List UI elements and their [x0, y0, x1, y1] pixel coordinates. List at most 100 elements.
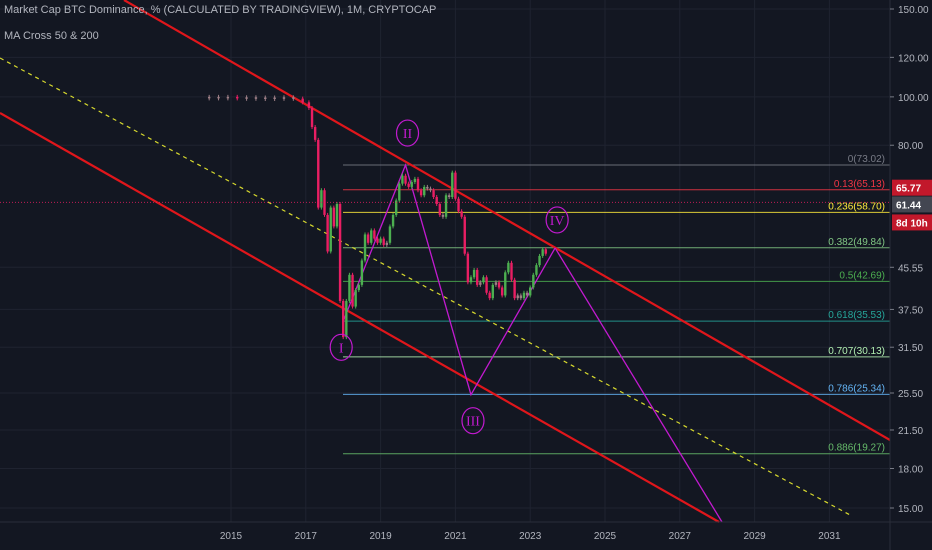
wave-label-text: I — [339, 341, 344, 356]
candle-body — [273, 97, 276, 100]
year-label: 2027 — [669, 531, 692, 542]
candle-body — [513, 279, 516, 299]
dashed-trend-line[interactable] — [0, 57, 853, 517]
candle-body — [394, 200, 398, 215]
indicator-label[interactable]: MA Cross 50 & 200 — [4, 30, 99, 42]
candle-body — [254, 97, 258, 99]
candle-body — [507, 262, 510, 273]
year-label: 2017 — [295, 531, 318, 542]
price-tick-label: 18.00 — [898, 464, 923, 475]
candle-body — [525, 292, 529, 296]
candle-body — [441, 214, 445, 217]
wave-v-projection[interactable] — [554, 247, 723, 523]
price-axis-background — [890, 0, 932, 550]
candle-body — [469, 277, 473, 283]
candle-body — [401, 175, 404, 184]
candle-body — [217, 96, 220, 99]
year-label: 2025 — [594, 531, 617, 542]
fib-level-label: 0.5(42.69) — [839, 270, 885, 281]
candle-body — [413, 178, 417, 183]
candle-body — [388, 226, 392, 243]
crosshair-price-badge-bg — [892, 196, 932, 213]
candle-body — [476, 269, 479, 285]
candle-body — [426, 186, 429, 189]
candle-body — [292, 97, 295, 99]
candle-body — [326, 214, 329, 252]
candle-body — [320, 190, 323, 208]
candle-body — [207, 96, 211, 99]
candle-body — [335, 203, 339, 227]
year-label: 2023 — [519, 531, 542, 542]
candle-body — [404, 175, 407, 184]
candle-body — [444, 195, 448, 217]
candle-body — [479, 282, 482, 285]
wave-label-circle[interactable] — [329, 333, 353, 361]
descending-channel[interactable] — [0, 0, 891, 523]
fib-level-label: 0.382(49.84) — [828, 237, 885, 248]
candle-body — [435, 196, 438, 204]
channel-lower-line[interactable] — [0, 112, 720, 523]
current-price-badge-bg — [892, 179, 932, 196]
candle-body — [370, 230, 373, 243]
candle-body — [379, 238, 382, 243]
candle-body — [398, 183, 401, 201]
candle-body — [463, 216, 466, 254]
candle-body — [410, 182, 413, 187]
elliott-wave-lines[interactable] — [342, 163, 723, 523]
candle-body — [363, 234, 367, 261]
candle-body — [391, 214, 395, 227]
year-label: 2019 — [369, 531, 392, 542]
candle-body — [307, 102, 311, 108]
wave-label-circle[interactable] — [395, 119, 420, 147]
fib-level-label: 0.707(30.13) — [828, 346, 885, 357]
countdown-badge-bg — [892, 214, 932, 231]
price-tick-label: 150.00 — [898, 5, 929, 16]
candle-body — [357, 284, 360, 291]
fib-retracement[interactable]: 0(73.02) 0.13(65.13) 0.236(58.70) 0.382(49.… — [343, 154, 890, 455]
candle-body — [236, 96, 239, 99]
candle-body — [466, 253, 470, 283]
candle-body — [432, 190, 435, 197]
candle-body — [451, 172, 454, 197]
candle-body — [472, 269, 476, 278]
price-tick-label: 15.00 — [898, 504, 923, 515]
wave-label-text: III — [466, 415, 480, 430]
candle-body — [382, 238, 385, 245]
fib-level-label: 0(73.02) — [848, 154, 885, 165]
candle-body — [494, 282, 498, 285]
candle-body — [338, 203, 342, 301]
fib-level-label: 0.786(25.34) — [828, 383, 885, 394]
wave-label-circle[interactable] — [461, 407, 485, 435]
candle-body — [226, 96, 230, 99]
candle-body — [282, 97, 286, 99]
candle-body — [264, 97, 267, 100]
candle-body — [301, 98, 304, 103]
year-label: 2031 — [818, 531, 841, 542]
wave-label-text: II — [403, 127, 413, 142]
fib-level-label: 0.236(58.70) — [828, 201, 885, 212]
price-candles — [207, 94, 547, 340]
candle-body — [510, 262, 513, 280]
candle-body — [313, 127, 317, 140]
wave-path[interactable] — [342, 163, 556, 397]
fib-level-label: 0.886(19.27) — [828, 443, 885, 454]
candle-body — [538, 255, 541, 266]
candle-body — [544, 249, 547, 254]
crosshair-price-badge: 61.44 — [896, 200, 921, 211]
candle-body — [532, 274, 535, 288]
channel-upper-line[interactable] — [123, 0, 891, 441]
price-tick-label: 45.55 — [898, 263, 923, 274]
candle-body — [504, 272, 507, 296]
candle-body — [332, 207, 336, 227]
yellow-dashed-trend-line[interactable] — [0, 57, 853, 517]
candle-body — [500, 287, 504, 296]
time-axis[interactable]: 2015 2017 2019 2021 2023 2025 2027 2029 2031 — [0, 521, 932, 542]
candle-body — [522, 292, 526, 299]
wave-label-circle[interactable] — [545, 206, 569, 234]
price-tick-label: 25.50 — [898, 389, 923, 400]
year-label: 2015 — [220, 531, 243, 542]
candle-body — [429, 188, 432, 191]
